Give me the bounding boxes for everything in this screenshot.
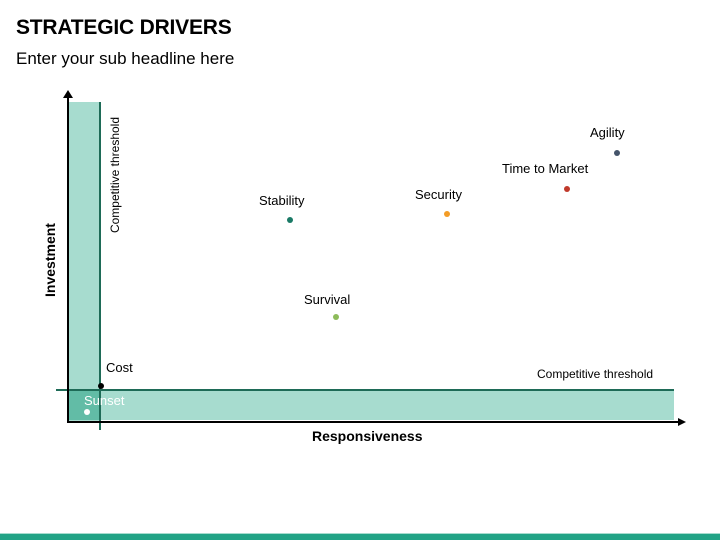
- x-axis-arrow-icon: [678, 418, 686, 426]
- point-sunset: [84, 409, 90, 415]
- horizontal-threshold-line: [56, 389, 674, 391]
- vertical-threshold-label: Competitive threshold: [108, 116, 122, 234]
- point-label-survival: Survival: [304, 292, 351, 307]
- point-label-cost: Cost: [106, 360, 133, 375]
- point-label-time-to-market: Time to Market: [502, 161, 589, 176]
- page-title: STRATEGIC DRIVERS: [16, 16, 232, 39]
- point-label-agility: Agility: [590, 125, 625, 140]
- y-axis: [67, 96, 69, 422]
- horizontal-threshold-band: [68, 390, 674, 420]
- point-survival: [333, 314, 339, 320]
- footer-bar: [0, 534, 720, 540]
- point-stability: [287, 217, 293, 223]
- horizontal-threshold-label: Competitive threshold: [537, 367, 654, 381]
- point-security: [444, 211, 450, 217]
- y-axis-arrow-icon: [63, 90, 73, 98]
- y-axis-label: Investment: [42, 223, 58, 297]
- x-axis-label: Responsiveness: [312, 428, 423, 444]
- footer-accent-line: [0, 533, 720, 534]
- point-label-security: Security: [415, 187, 462, 202]
- vertical-threshold-line: [99, 102, 101, 430]
- point-agility: [614, 150, 620, 156]
- x-axis: [67, 421, 679, 423]
- point-time-to-market: [564, 186, 570, 192]
- vertical-threshold-band: [68, 102, 100, 422]
- point-cost: [98, 383, 104, 389]
- page-subtitle: Enter your sub headline here: [16, 49, 235, 68]
- point-label-sunset: Sunset: [84, 393, 125, 408]
- sunset-zone: [68, 390, 100, 420]
- point-label-stability: Stability: [259, 193, 305, 208]
